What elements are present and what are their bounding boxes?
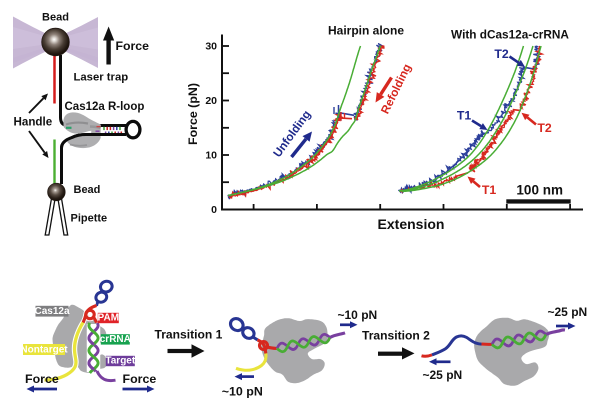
- svg-text:Transition 1: Transition 1: [155, 328, 223, 342]
- svg-text:Pipette: Pipette: [71, 213, 108, 225]
- svg-text:Transition 2: Transition 2: [362, 329, 430, 343]
- svg-text:Hairpin alone: Hairpin alone: [328, 23, 404, 37]
- svg-text:0: 0: [211, 204, 217, 216]
- svg-text:PAM: PAM: [98, 313, 119, 324]
- svg-text:Handle: Handle: [14, 115, 53, 128]
- svg-text:20: 20: [205, 95, 217, 107]
- svg-text:T1: T1: [457, 109, 472, 123]
- svg-text:Nontarget: Nontarget: [20, 344, 68, 355]
- svg-text:Force: Force: [25, 372, 59, 386]
- svg-text:T2: T2: [494, 47, 509, 61]
- svg-text:10: 10: [205, 150, 217, 162]
- svg-text:~25 pN: ~25 pN: [423, 368, 463, 382]
- svg-text:Bead: Bead: [42, 11, 69, 23]
- svg-text:T2: T2: [537, 121, 552, 135]
- svg-text:~10 pN: ~10 pN: [222, 384, 263, 398]
- svg-text:Force (pN): Force (pN): [186, 83, 200, 145]
- svg-text:T1: T1: [482, 183, 497, 197]
- svg-text:100 nm: 100 nm: [516, 183, 563, 198]
- svg-text:Cas12a R-loop: Cas12a R-loop: [65, 101, 145, 113]
- svg-text:Bead: Bead: [74, 184, 101, 196]
- svg-text:Cas12a: Cas12a: [34, 306, 69, 317]
- svg-text:Extension: Extension: [378, 216, 445, 232]
- svg-text:~10 pN: ~10 pN: [338, 308, 378, 322]
- svg-text:~25 pN: ~25 pN: [548, 305, 588, 319]
- svg-text:Laser trap: Laser trap: [74, 72, 129, 84]
- svg-text:crRNA: crRNA: [100, 334, 131, 345]
- svg-text:With dCas12a-crRNA: With dCas12a-crRNA: [451, 27, 569, 41]
- svg-text:Force: Force: [116, 39, 150, 53]
- svg-text:30: 30: [205, 41, 217, 53]
- svg-text:Target: Target: [105, 356, 135, 367]
- svg-text:Force: Force: [123, 372, 157, 386]
